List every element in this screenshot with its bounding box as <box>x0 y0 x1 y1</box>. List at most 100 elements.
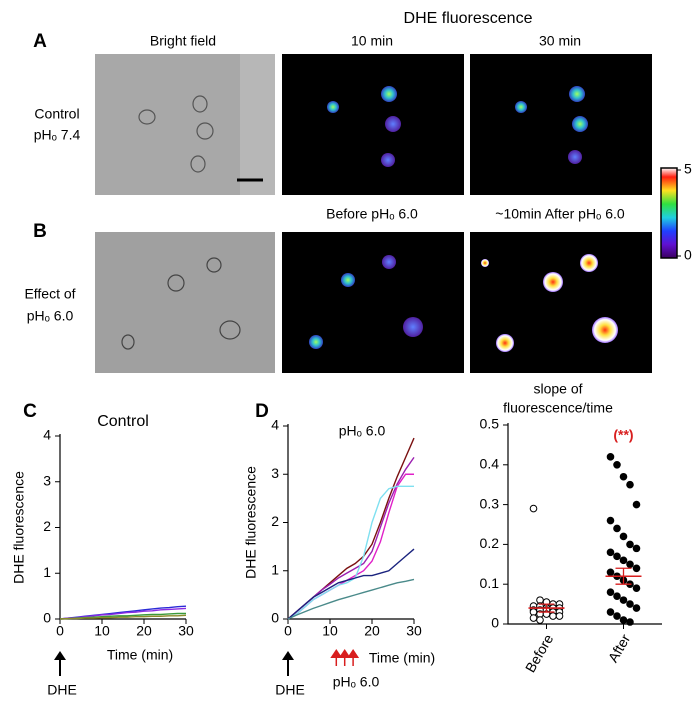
data-point <box>613 552 621 561</box>
data-point <box>606 608 615 616</box>
x-tick-label: 0 <box>56 623 64 639</box>
column-label: Before pHₒ 6.0 <box>326 206 418 222</box>
error-bar <box>615 567 632 585</box>
x-tick-label: 20 <box>136 623 152 639</box>
x-tick-label: 30 <box>406 623 422 639</box>
data-point <box>632 564 641 573</box>
data-point <box>613 612 621 620</box>
treatment-arrow-head <box>338 649 351 658</box>
treatment-arrow-head <box>347 649 360 658</box>
cells <box>138 95 214 173</box>
fluorescence-image <box>282 54 464 195</box>
x-axis-label: Time (min) <box>369 650 435 666</box>
y-tick-label: 2 <box>271 513 279 529</box>
data-point <box>613 461 621 469</box>
panel-label: D <box>255 401 269 422</box>
row-label: Effect of <box>24 286 75 302</box>
data-line <box>287 473 414 620</box>
chart-title: fluorescence/time <box>503 400 613 416</box>
y-tick-label: 0.1 <box>480 575 500 591</box>
data-point <box>619 532 628 541</box>
treatment-arrow-head <box>330 649 343 658</box>
y-tick-label: 0 <box>491 615 499 631</box>
colorbar-tick-label: 0 <box>684 247 692 263</box>
error-bar <box>538 603 555 613</box>
cells <box>481 254 618 352</box>
data-point <box>549 612 557 620</box>
data-point <box>555 612 564 620</box>
arrow-head <box>282 651 294 660</box>
data-point <box>529 614 538 622</box>
fluorescence-image <box>282 232 464 373</box>
data-point <box>626 600 634 608</box>
y-tick-label: 0.2 <box>480 535 500 551</box>
cells <box>309 255 423 349</box>
y-tick-label: 3 <box>43 472 51 488</box>
data-point <box>606 453 615 461</box>
annotation: (**) <box>613 427 633 443</box>
x-tick-label: Before <box>522 631 557 675</box>
annotation: pHₒ 6.0 <box>333 674 380 690</box>
x-tick-label: 20 <box>364 623 380 639</box>
data-point <box>626 540 634 549</box>
row-label: Control <box>34 106 79 122</box>
panel-label: C <box>23 401 37 422</box>
column-label: ~10min After pHₒ 6.0 <box>495 206 625 222</box>
data-line <box>287 548 415 620</box>
data-line <box>59 614 187 620</box>
axis <box>507 423 662 625</box>
data-point <box>529 504 538 513</box>
shade <box>240 54 275 195</box>
data-point <box>619 472 628 481</box>
data-point <box>606 548 615 557</box>
data-line <box>287 578 415 620</box>
x-tick-label: 10 <box>94 623 110 639</box>
cells <box>327 86 401 167</box>
panel-label: A <box>33 31 47 52</box>
data-point <box>606 516 615 525</box>
data-point <box>619 556 628 565</box>
data-line <box>287 485 414 620</box>
column-label: 30 min <box>539 33 581 49</box>
y-tick-label: 0.5 <box>480 416 500 432</box>
axis <box>287 424 414 620</box>
row-label: pHₒ 6.0 <box>27 308 74 324</box>
x-axis-label: Time (min) <box>107 647 173 663</box>
x-tick-label: After <box>605 631 634 665</box>
data-point <box>606 588 615 596</box>
y-tick-label: 4 <box>271 417 279 433</box>
y-tick-label: 0.4 <box>480 456 500 472</box>
data-point <box>632 544 641 553</box>
y-tick-label: 2 <box>43 518 51 534</box>
y-axis-label: DHE fluorescence <box>243 466 259 579</box>
data-point <box>606 568 615 577</box>
arrow-head <box>54 651 66 660</box>
data-point <box>619 596 628 604</box>
y-tick-label: 0 <box>271 610 279 626</box>
y-tick-label: 4 <box>43 427 51 443</box>
data-point <box>632 604 641 612</box>
annotation: DHE <box>47 682 77 698</box>
fluorescence-image <box>470 232 652 373</box>
y-axis-label: DHE fluorescence <box>11 471 27 584</box>
colorbar <box>660 167 678 259</box>
y-tick-label: 3 <box>271 465 279 481</box>
data-point <box>613 592 621 600</box>
panel-label: B <box>33 221 47 242</box>
column-label: 10 min <box>351 33 393 49</box>
data-point <box>626 480 634 489</box>
data-point <box>632 584 641 592</box>
row-label: pHₒ 7.4 <box>34 127 81 143</box>
y-tick-label: 0.3 <box>480 495 500 511</box>
x-tick-label: 10 <box>322 623 338 639</box>
y-tick-label: 0 <box>43 610 51 626</box>
data-point <box>626 560 634 569</box>
bright-field-image <box>95 232 275 373</box>
x-tick-label: 30 <box>178 623 194 639</box>
y-tick-label: 1 <box>43 564 51 580</box>
data-line <box>287 437 415 620</box>
chart-title: Control <box>97 413 149 430</box>
data-point <box>619 616 628 624</box>
data-point <box>536 616 544 624</box>
